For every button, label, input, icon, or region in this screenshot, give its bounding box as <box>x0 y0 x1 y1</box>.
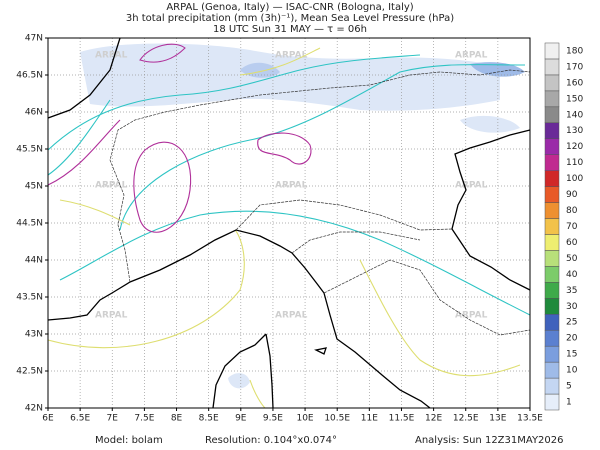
colorbar-swatch <box>544 345 560 363</box>
header-line: 18 UTC Sun 31 MAY — τ = 06h <box>213 24 367 35</box>
y-tick-label: 43N <box>25 330 43 340</box>
x-tick-label: 13E <box>489 414 506 424</box>
colorbar-swatch <box>544 106 560 124</box>
watermark: ARPAL <box>455 51 488 61</box>
y-tick-label: 42N <box>25 404 43 414</box>
colorbar-label: 50 <box>566 254 578 264</box>
header-line: 3h total precipitation (mm (3h)⁻¹), Mean… <box>126 13 454 24</box>
watermark: ARPAL <box>95 311 128 321</box>
colorbar-label: 180 <box>566 46 583 56</box>
watermark: ARPAL <box>95 181 128 191</box>
y-tick-label: 47N <box>25 34 43 44</box>
x-tick-label: 10E <box>296 414 313 424</box>
colorbar-label: 1 <box>566 398 572 408</box>
x-tick-label: 10.5E <box>324 414 350 424</box>
watermark: ARPAL <box>275 51 308 61</box>
coastlines <box>47 37 531 409</box>
map-area: ARPAL ARPAL ARPAL ARPAL ARPAL ARPAL ARPAL ARPAL… <box>47 37 531 409</box>
colorbar-swatch <box>544 393 560 411</box>
watermark: ARPAL <box>455 311 488 321</box>
colorbar-label: 10 <box>566 366 578 376</box>
colorbar-label: 140 <box>566 110 583 120</box>
precipitation <box>80 43 525 389</box>
colorbar-label: 110 <box>566 158 583 168</box>
colorbar-swatch <box>544 74 560 92</box>
colorbar-swatch <box>544 42 560 60</box>
colorbar-swatch <box>544 377 560 395</box>
colorbar-swatch <box>544 361 560 379</box>
y-tick-label: 46.5N <box>16 71 43 81</box>
x-tick-label: 8E <box>171 414 183 424</box>
x-tick-label: 6.5E <box>70 414 90 424</box>
colorbar-swatch <box>544 234 560 251</box>
y-tick-label: 44.5N <box>16 219 43 229</box>
colorbar-label: 5 <box>566 382 572 392</box>
y-tick-label: 42.5N <box>16 367 43 377</box>
x-tick-label: 12E <box>425 414 442 424</box>
footer-resolution: Resolution: 0.104°x0.074° <box>205 435 337 446</box>
colorbar-label: 60 <box>566 238 578 248</box>
colorbar-swatch <box>544 329 560 347</box>
colorbar-swatch <box>544 58 560 76</box>
x-tick-label: 9E <box>235 414 247 424</box>
colorbar-label: 70 <box>566 222 578 232</box>
colorbar-label: 130 <box>566 126 583 136</box>
x-tick-label: 8.5E <box>199 414 219 424</box>
x-tick-label: 7E <box>107 414 119 424</box>
colorbar-swatch <box>544 138 560 155</box>
colorbar-swatch <box>544 314 560 331</box>
colorbar-swatch <box>544 154 560 171</box>
colorbar-swatch <box>544 250 560 267</box>
colorbar-label: 90 <box>566 190 578 200</box>
colorbar-label: 100 <box>566 174 583 184</box>
colorbar-label: 15 <box>566 350 577 360</box>
x-tick-label: 11E <box>361 414 378 424</box>
colorbar-label: 120 <box>566 142 583 152</box>
colorbar-swatch <box>544 218 560 235</box>
x-tick-label: 6E <box>42 414 54 424</box>
header-line: ARPAL (Genoa, Italy) — ISAC-CNR (Bologna… <box>166 2 413 13</box>
colorbar-swatch <box>544 298 560 315</box>
colorbar-label: 80 <box>566 206 578 216</box>
colorbar-label: 150 <box>566 94 583 104</box>
colorbar-swatch <box>544 122 560 139</box>
colorbar-swatch <box>544 266 560 283</box>
y-tick-label: 45N <box>25 182 43 192</box>
watermark: ARPAL <box>275 311 308 321</box>
x-tick-label: 11.5E <box>389 414 415 424</box>
colorbar-label: 40 <box>566 270 578 280</box>
colorbar-label: 20 <box>566 334 578 344</box>
y-tick-label: 44N <box>25 256 43 266</box>
colorbar-label: 30 <box>566 302 578 312</box>
watermark: ARPAL <box>455 181 488 191</box>
colorbar-swatch <box>544 202 560 219</box>
borders <box>109 69 531 336</box>
colorbar-swatch <box>544 186 560 203</box>
x-tick-label: 9.5E <box>263 414 283 424</box>
watermark: ARPAL <box>95 51 128 61</box>
colorbar-label: 25 <box>566 318 577 328</box>
colorbar-swatch <box>544 170 560 187</box>
colorbar-label: 170 <box>566 62 583 72</box>
y-tick-label: 43.5N <box>16 293 43 303</box>
footer-analysis: Analysis: Sun 12Z31MAY2026 <box>415 435 564 446</box>
colorbar-label: 160 <box>566 78 583 88</box>
x-tick-label: 12.5E <box>453 414 479 424</box>
isobars <box>47 43 531 409</box>
colorbar-label: 35 <box>566 286 577 296</box>
x-tick-label: 13.5E <box>517 414 543 424</box>
footer-model: Model: bolam <box>95 435 163 446</box>
x-tick-label: 7.5E <box>134 414 154 424</box>
watermark: ARPAL <box>275 181 308 191</box>
y-tick-label: 45.5N <box>16 145 43 155</box>
colorbar-swatch <box>544 90 560 108</box>
colorbar-swatch <box>544 282 560 299</box>
y-tick-label: 46N <box>25 108 43 118</box>
